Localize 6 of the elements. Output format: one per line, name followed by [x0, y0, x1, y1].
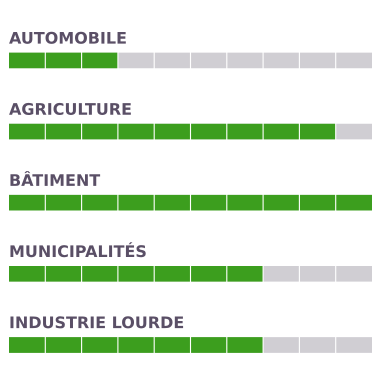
y-tick-label: AUTOMOBILE	[9, 32, 126, 44]
y-tick-label: MUNICIPALITÉS	[10, 242, 146, 258]
y-tick-label: INDUSTRIE LOURDE	[10, 316, 184, 328]
y-tick-label: BÂTIMENT	[10, 171, 100, 186]
y-tick-label: AGRICULTURE	[9, 102, 131, 115]
bar	[9, 52, 118, 68]
